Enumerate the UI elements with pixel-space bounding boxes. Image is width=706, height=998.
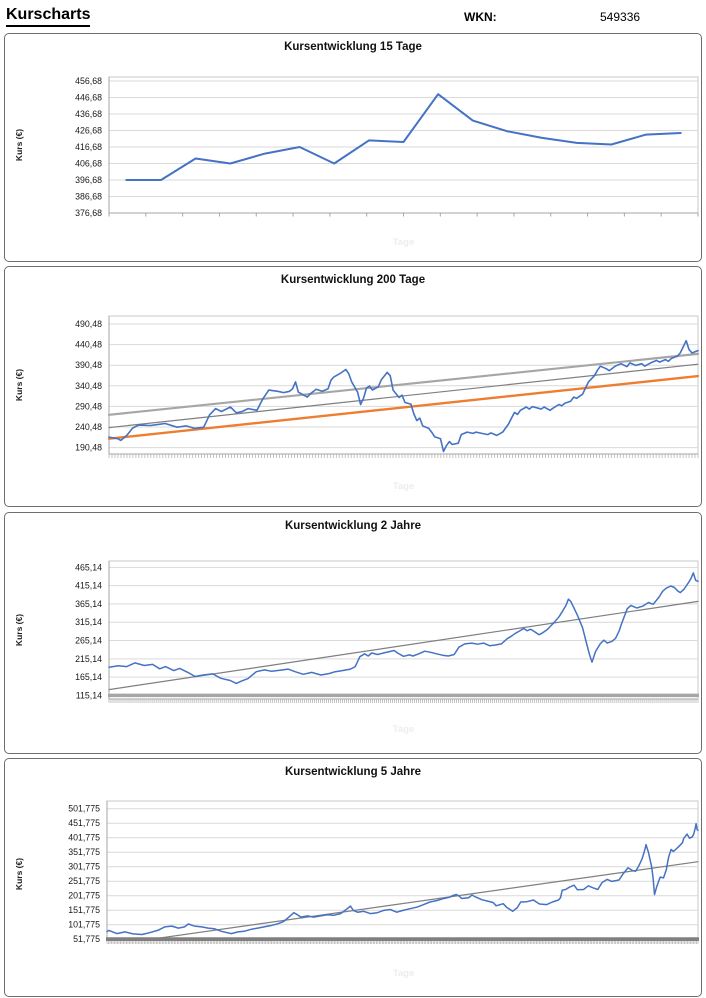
x-axis-title-200-tage: Tage (392, 481, 415, 492)
plot-area-200-tage: 490,48 440,48 390,48 340,48 290,48 240,48 190,… (75, 315, 699, 458)
plot-area-15-tage: 456,68 446,68 436,68 426,68 416,68 406,68 396,… (75, 76, 699, 218)
plot-area-2-jahre: 465,14 415,14 365,14 315,14 265,14 215,14 165,… (75, 560, 699, 703)
svg-text:351,775: 351,775 (68, 847, 100, 857)
x-axis-title-2-jahre: Tage (392, 724, 415, 735)
svg-text:115,14: 115,14 (76, 690, 102, 700)
page-title: Kurscharts (6, 6, 91, 27)
svg-text:301,775: 301,775 (68, 862, 100, 872)
svg-text:386,68: 386,68 (75, 191, 102, 201)
svg-text:416,68: 416,68 (75, 142, 102, 152)
svg-text:396,68: 396,68 (75, 175, 102, 185)
chart-box-5-jahre: 501,775 451,775 401,775 351,775 301,775 251,7… (4, 758, 702, 997)
svg-text:215,14: 215,14 (75, 654, 102, 664)
chart-title-5-jahre: Kursentwicklung 5 Jahre (284, 766, 422, 778)
chart-title-200-tage: Kursentwicklung 200 Tage (280, 274, 426, 286)
svg-text:436,68: 436,68 (75, 109, 102, 119)
chart-box-200-tage: 490,48 440,48 390,48 340,48 290,48 240,48 190,… (4, 266, 702, 507)
svg-text:465,14: 465,14 (75, 562, 102, 572)
y-axis-title-200-tage: Kurs (€) (14, 368, 24, 402)
svg-text:365,14: 365,14 (75, 599, 102, 609)
svg-text:376,68: 376,68 (75, 208, 102, 218)
x-axis-title-15-tage: Tage (392, 237, 415, 248)
plot-area-5-jahre: 501,775 451,775 401,775 351,775 301,775 251,7… (68, 800, 699, 944)
svg-text:201,775: 201,775 (68, 891, 100, 901)
svg-text:426,68: 426,68 (75, 125, 102, 135)
chart-title-15-tage: Kursentwicklung 15 Tage (284, 41, 422, 53)
svg-text:240,48: 240,48 (75, 422, 102, 432)
y-axis-title-2-jahre: Kurs (€) (14, 613, 24, 647)
svg-text:456,68: 456,68 (75, 76, 102, 86)
chart-box-15-tage: 456,68 446,68 436,68 426,68 416,68 406,68 396,… (4, 33, 702, 262)
svg-text:190,48: 190,48 (75, 443, 102, 453)
y-axis-title-5-jahre: Kurs (€) (14, 857, 24, 891)
svg-text:401,775: 401,775 (68, 833, 100, 843)
svg-text:446,68: 446,68 (75, 92, 102, 102)
svg-text:151,775: 151,775 (68, 905, 100, 915)
svg-text:165,14: 165,14 (75, 672, 102, 682)
svg-text:101,775: 101,775 (68, 920, 100, 930)
svg-text:490,48: 490,48 (75, 319, 102, 329)
chart-box-2-jahre: 465,14 415,14 365,14 315,14 265,14 215,14 165,… (4, 512, 702, 754)
svg-text:51,775: 51,775 (73, 934, 100, 944)
chart-title-2-jahre: Kursentwicklung 2 Jahre (284, 520, 422, 532)
x-axis-title-5-jahre: Tage (392, 968, 415, 979)
svg-text:290,48: 290,48 (75, 401, 102, 411)
svg-text:265,14: 265,14 (75, 636, 102, 646)
svg-text:251,775: 251,775 (68, 876, 100, 886)
wkn-label: WKN: (464, 10, 497, 24)
svg-text:415,14: 415,14 (75, 581, 102, 591)
svg-text:340,48: 340,48 (75, 381, 102, 391)
svg-text:390,48: 390,48 (75, 360, 102, 370)
svg-text:315,14: 315,14 (75, 617, 102, 627)
wkn-value: 549336 (600, 10, 641, 24)
svg-text:440,48: 440,48 (75, 340, 102, 350)
svg-text:451,775: 451,775 (68, 818, 100, 828)
y-axis-title-15-tage: Kurs (€) (14, 128, 24, 162)
svg-text:501,775: 501,775 (68, 804, 100, 814)
svg-text:406,68: 406,68 (75, 158, 102, 168)
